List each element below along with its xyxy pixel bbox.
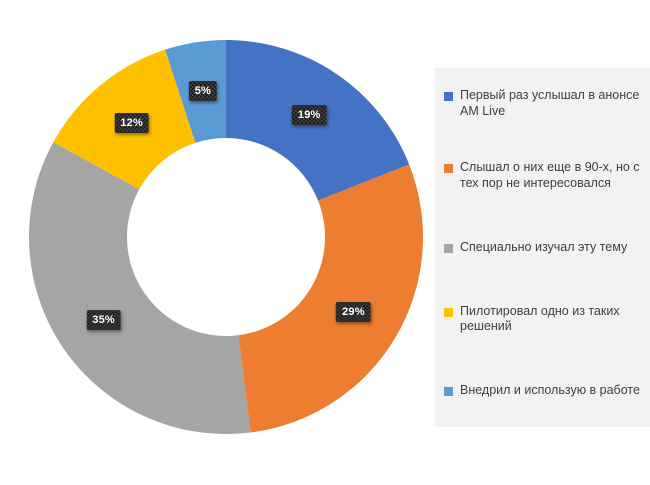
donut-segment (238, 164, 423, 433)
legend-label: Пилотировал одно из таких решений (460, 303, 620, 334)
legend-label: Слышал о них еще в 90-х, но с тех пор не… (460, 160, 640, 190)
data-label: 19% (292, 105, 327, 125)
legend-item: Первый раз услышал в анонсе AM Live (444, 68, 648, 140)
legend-item: Специально изучал эту тему (444, 212, 648, 284)
donut-segment (29, 142, 251, 435)
data-label: 12% (114, 113, 149, 133)
data-label: 5% (189, 81, 217, 101)
legend-item: Слышал о них еще в 90-х, но с тех пор не… (444, 140, 648, 212)
legend-swatch-icon (444, 307, 453, 317)
legend-swatch-icon (444, 164, 453, 174)
legend-item: Пилотировал одно из таких решений (444, 283, 648, 355)
data-label: 35% (86, 310, 121, 330)
legend-label: Внедрил и использую в работе (460, 383, 640, 398)
legend-label: Первый раз услышал в анонсе AM Live (460, 88, 640, 118)
chart-legend: Первый раз услышал в анонсе AM Live Слыш… (435, 68, 650, 427)
legend-swatch-icon (444, 243, 453, 253)
legend-swatch-icon (444, 387, 453, 397)
legend-swatch-icon (444, 92, 453, 102)
legend-label: Специально изучал эту тему (460, 239, 628, 254)
legend-item: Внедрил и использую в работе (444, 355, 648, 427)
data-label: 29% (336, 302, 371, 322)
